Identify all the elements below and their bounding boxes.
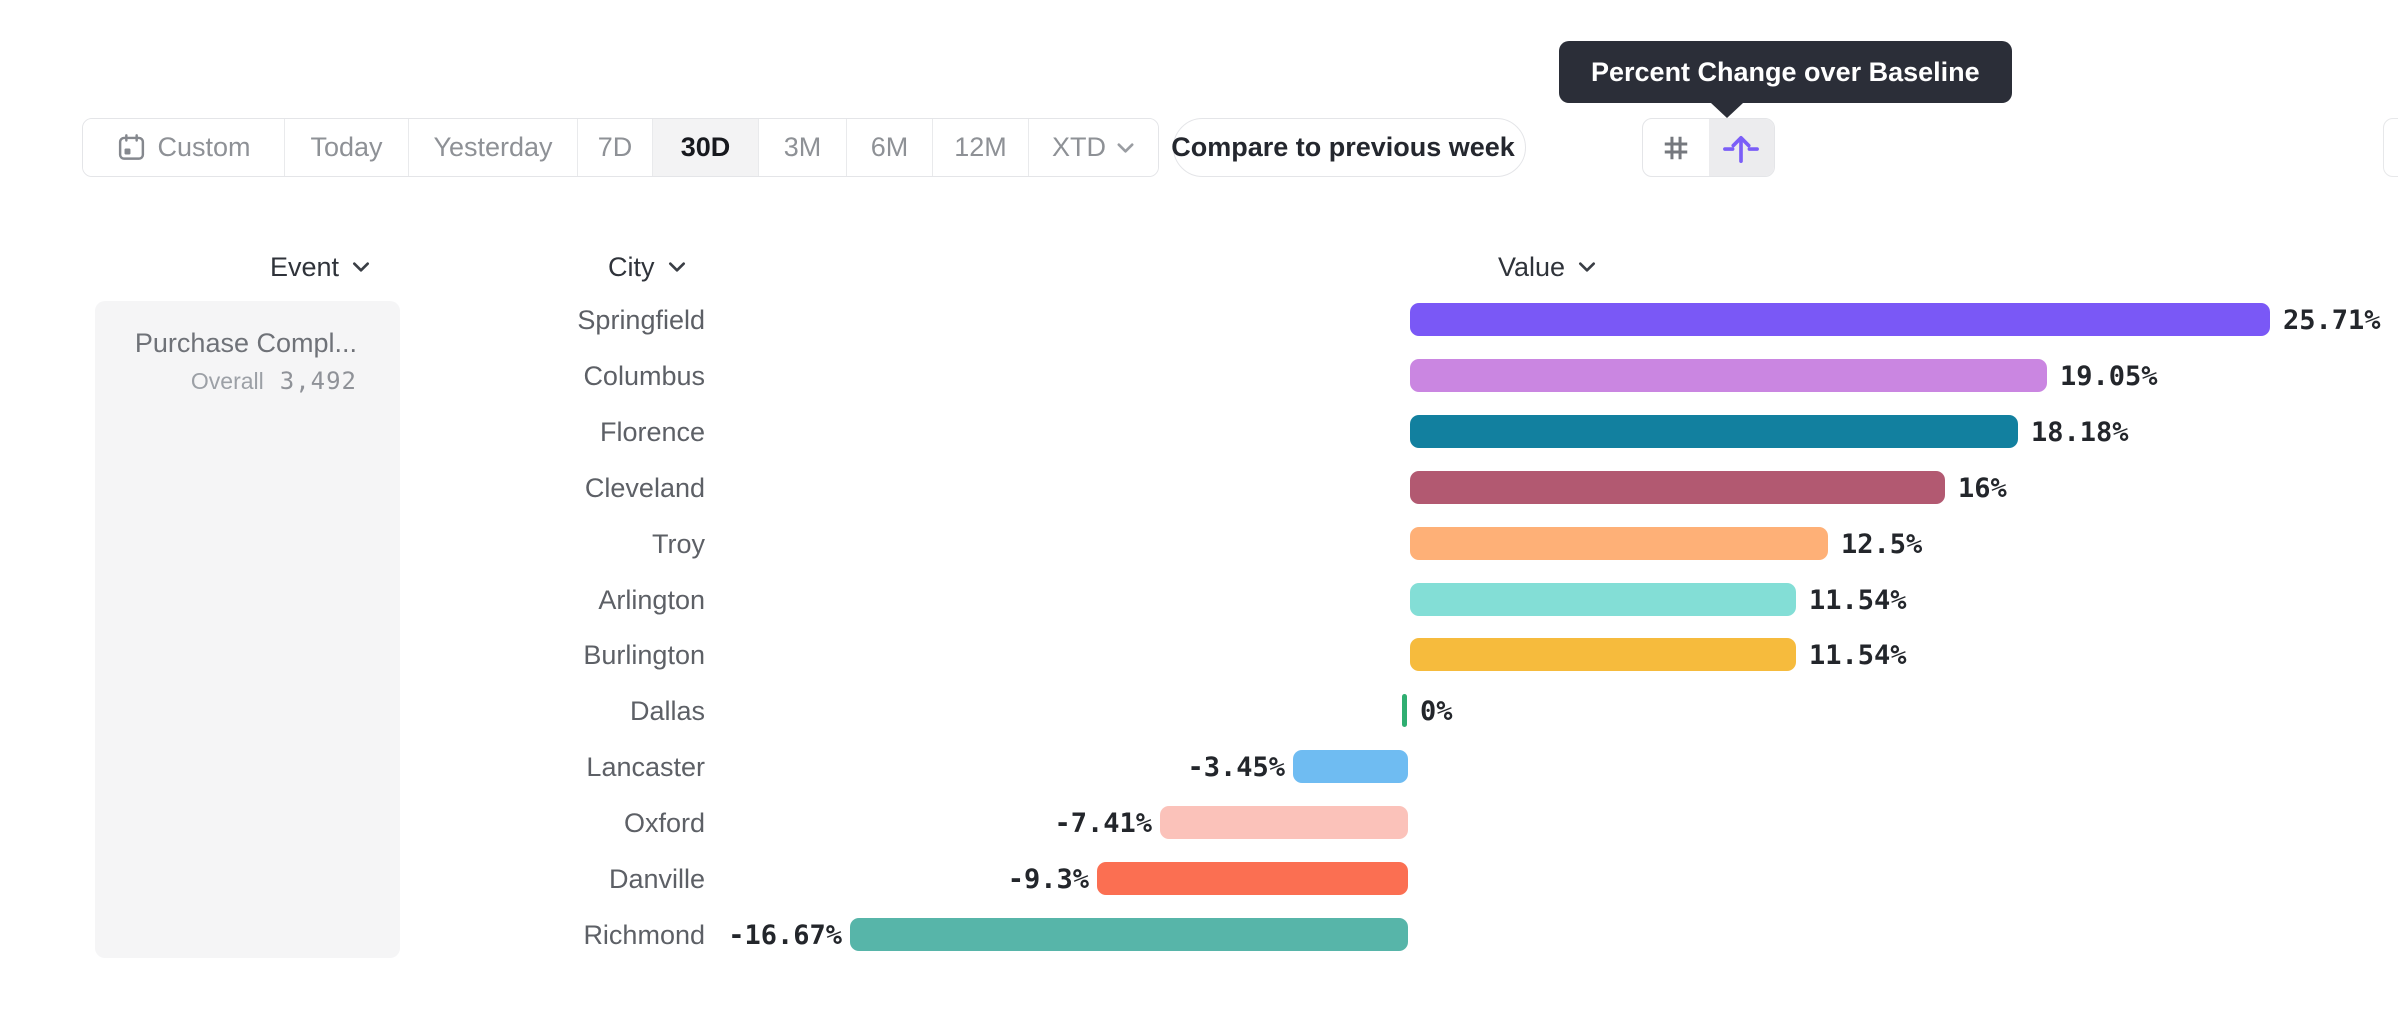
chart-row: Cleveland 16% bbox=[0, 460, 2398, 516]
value-bar[interactable] bbox=[1410, 470, 1945, 504]
chevron-down-icon bbox=[353, 262, 370, 272]
value-bar[interactable] bbox=[1097, 862, 1408, 895]
chevron-down-icon bbox=[668, 262, 685, 272]
column-header-city[interactable]: City bbox=[608, 251, 687, 283]
overall-value: 3,492 bbox=[279, 367, 357, 395]
value-label: 11.54% bbox=[1809, 584, 1907, 616]
range-button-yesterday[interactable]: Yesterday bbox=[409, 119, 578, 176]
toggle-percent-change[interactable] bbox=[1708, 119, 1774, 176]
chart-row: Springfield 25.71% bbox=[0, 292, 2398, 348]
range-label: 12M bbox=[954, 132, 1007, 162]
range-label: 3M bbox=[783, 132, 822, 162]
value-bar[interactable] bbox=[1410, 638, 1796, 672]
chevron-down-icon bbox=[1117, 142, 1134, 153]
tooltip: Percent Change over Baseline bbox=[1559, 41, 2012, 118]
overall-label: Overall bbox=[190, 368, 264, 394]
range-label: 30D bbox=[680, 132, 731, 162]
value-label: 12.5% bbox=[1841, 528, 1923, 560]
chart-row: Richmond -16.67% bbox=[0, 907, 2398, 963]
value-label: -3.45% bbox=[1187, 752, 1285, 784]
chart-row: Danville -9.3% bbox=[0, 851, 2398, 907]
clipped-edge-button[interactable] bbox=[2383, 118, 2398, 177]
city-label: Oxford bbox=[623, 808, 705, 839]
chart-row: Lancaster -3.45% bbox=[0, 739, 2398, 795]
chart-row: Troy 12.5% bbox=[0, 516, 2398, 572]
value-label: 11.54% bbox=[1809, 640, 1907, 672]
chart-row: Columbus 19.05% bbox=[0, 348, 2398, 404]
value-label: -16.67% bbox=[728, 919, 842, 951]
value-label: 0% bbox=[1420, 696, 1453, 728]
city-header-label: City bbox=[608, 251, 655, 282]
column-header-event[interactable]: Event bbox=[270, 251, 371, 283]
value-label: -7.41% bbox=[1054, 808, 1152, 840]
range-button-7d[interactable]: 7D bbox=[578, 119, 653, 176]
percent-change-icon bbox=[1723, 135, 1760, 163]
range-button-today[interactable]: Today bbox=[285, 119, 409, 176]
value-label: 19.05% bbox=[2060, 360, 2158, 392]
value-bar[interactable] bbox=[1160, 806, 1408, 840]
hash-icon bbox=[1664, 136, 1687, 159]
city-label: Florence bbox=[599, 416, 705, 447]
value-label: -9.3% bbox=[1007, 864, 1089, 895]
range-button-3m[interactable]: 3M bbox=[759, 119, 847, 176]
city-label: Burlington bbox=[583, 640, 705, 671]
value-bar[interactable] bbox=[1410, 414, 2018, 448]
city-label: Troy bbox=[652, 528, 705, 559]
tooltip-arrow bbox=[1711, 103, 1743, 118]
city-label: Columbus bbox=[583, 360, 705, 391]
range-button-xtd[interactable]: XTD bbox=[1029, 119, 1158, 176]
range-button-custom[interactable]: Custom bbox=[83, 119, 285, 176]
range-button-12m[interactable]: 12M bbox=[933, 119, 1029, 176]
chart-row: Burlington 11.54% bbox=[0, 627, 2398, 683]
calendar-icon bbox=[119, 134, 145, 160]
value-bar[interactable] bbox=[1410, 303, 2270, 336]
range-button-6m[interactable]: 6M bbox=[847, 119, 933, 176]
value-bar[interactable] bbox=[850, 917, 1408, 951]
value-bar[interactable] bbox=[1410, 358, 2047, 392]
city-label: Lancaster bbox=[586, 752, 705, 783]
value-label: 18.18% bbox=[2031, 416, 2129, 448]
compare-pill[interactable]: Compare to previous week bbox=[1171, 118, 1526, 177]
value-bar[interactable] bbox=[1293, 750, 1408, 784]
event-header-label: Event bbox=[270, 251, 340, 282]
chart-row: Florence 18.18% bbox=[0, 404, 2398, 460]
chart-row: Oxford -7.41% bbox=[0, 795, 2398, 851]
chart-row: Dallas 0% bbox=[0, 683, 2398, 739]
city-label: Danville bbox=[608, 864, 705, 894]
range-label: XTD bbox=[1052, 132, 1106, 162]
value-bar[interactable] bbox=[1410, 526, 1828, 560]
city-label: Cleveland bbox=[584, 472, 705, 503]
range-label: 6M bbox=[870, 132, 909, 162]
city-label: Springfield bbox=[577, 305, 705, 335]
range-label: Custom bbox=[157, 132, 251, 162]
toggle-hash[interactable] bbox=[1643, 119, 1709, 176]
value-bar[interactable] bbox=[1402, 694, 1407, 728]
chevron-down-icon bbox=[1579, 262, 1596, 272]
date-range-toolbar: Custom Today Yesterday 7D 30D 3M 6M 12M XTD bbox=[82, 118, 1159, 177]
city-label: Richmond bbox=[583, 919, 705, 950]
column-header-value[interactable]: Value bbox=[1498, 251, 1597, 283]
city-label: Dallas bbox=[629, 696, 705, 727]
tooltip-text: Percent Change over Baseline bbox=[1591, 57, 1980, 87]
range-label: Yesterday bbox=[433, 132, 553, 162]
city-label: Arlington bbox=[598, 584, 705, 615]
value-bar[interactable] bbox=[1410, 582, 1796, 616]
value-label: 16% bbox=[1958, 472, 2007, 504]
event-card[interactable]: Purchase Compl... Overall 3,492 bbox=[95, 301, 400, 958]
value-display-toggle bbox=[1642, 118, 1775, 177]
compare-label: Compare to previous week bbox=[1171, 132, 1515, 162]
value-label: 25.71% bbox=[2283, 305, 2381, 336]
range-label: 7D bbox=[597, 132, 633, 162]
chart-row: Arlington 11.54% bbox=[0, 572, 2398, 628]
event-name: Purchase Compl... bbox=[134, 328, 357, 358]
range-button-30d[interactable]: 30D bbox=[653, 119, 759, 176]
value-header-label: Value bbox=[1498, 251, 1566, 282]
range-label: Today bbox=[310, 132, 383, 162]
